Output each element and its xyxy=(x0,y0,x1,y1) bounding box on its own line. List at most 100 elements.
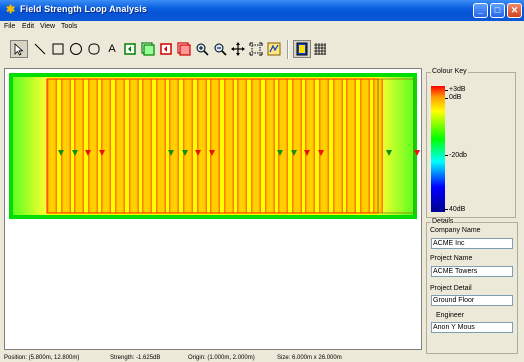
analyse-icon xyxy=(267,42,281,56)
field-stripe xyxy=(47,79,57,213)
details-title: Details xyxy=(431,218,455,225)
status-strength: Strength: -1.625dB xyxy=(110,355,161,361)
field-stripe xyxy=(360,79,370,213)
loop-marker-green xyxy=(168,150,174,156)
loop-tool-2-button[interactable] xyxy=(139,40,157,58)
app-icon: ✱ xyxy=(6,4,16,16)
menu-bar: File Edit View Tools xyxy=(0,22,524,34)
field-strength-map[interactable] xyxy=(5,69,421,349)
status-size: Size: 6.000m x 26.000m xyxy=(277,355,342,361)
colour-key-title: Colour Key xyxy=(431,68,468,75)
loop-marker-green xyxy=(277,150,283,156)
minimize-button[interactable]: _ xyxy=(473,3,488,18)
field-stripe xyxy=(169,79,179,213)
loop-marker-red xyxy=(414,150,420,156)
menu-edit[interactable]: Edit xyxy=(22,23,35,30)
engineer-field[interactable]: Anon Y Mous xyxy=(431,322,513,333)
toolbar: A xyxy=(0,36,524,62)
select-tool-button[interactable] xyxy=(10,40,28,58)
loop-red-icon xyxy=(160,43,172,55)
loop-red-double-icon xyxy=(177,42,191,56)
field-left-edge xyxy=(13,77,47,215)
rectangle-icon xyxy=(52,43,64,55)
text-tool-button[interactable]: A xyxy=(103,40,121,58)
line-tool-button[interactable] xyxy=(31,40,49,58)
title-bar[interactable]: ✱ Field Strength Loop Analysis _ □ ✕ xyxy=(0,0,524,21)
rounded-rect-icon xyxy=(88,43,100,55)
field-stripe xyxy=(292,79,302,213)
status-bar: Position: (5.800m, 12.800m) Strength: -1… xyxy=(0,354,524,362)
project-name-field[interactable]: ACME Towers xyxy=(431,266,513,277)
status-origin: Origin: (1.000m, 2.000m) xyxy=(188,355,255,361)
loop-marker-red xyxy=(209,150,215,156)
close-button[interactable]: ✕ xyxy=(507,3,522,18)
field-stripe xyxy=(333,79,343,213)
field-stripe xyxy=(237,79,247,213)
menu-tools[interactable]: Tools xyxy=(61,23,78,30)
engineer-label: Engineer xyxy=(436,312,465,319)
zoom-in-icon xyxy=(196,43,209,56)
field-stripe xyxy=(224,79,234,213)
project-detail-label: Project Detail xyxy=(430,285,472,292)
field-stripe xyxy=(197,79,207,213)
company-name-field[interactable]: ACME Inc xyxy=(431,238,513,249)
key-tick xyxy=(445,209,448,210)
loop-marker-red xyxy=(99,150,105,156)
loop-marker-red xyxy=(85,150,91,156)
zoom-out-tool-button[interactable] xyxy=(211,40,229,58)
circle-tool-button[interactable] xyxy=(67,40,85,58)
menu-view[interactable]: View xyxy=(40,23,56,30)
loop-tool-4-button[interactable] xyxy=(175,40,193,58)
project-detail-field[interactable]: Ground Floor xyxy=(431,295,513,306)
fit-extents-icon xyxy=(249,42,263,56)
rounded-rect-tool-button[interactable] xyxy=(85,40,103,58)
field-stripe xyxy=(265,79,275,213)
grid-icon xyxy=(314,43,326,55)
loop-tool-3-button[interactable] xyxy=(157,40,175,58)
field-stripe xyxy=(346,79,356,213)
key-label-0db: 0dB xyxy=(449,94,462,101)
key-label-40db: 40dB xyxy=(449,206,466,213)
menu-file[interactable]: File xyxy=(4,23,16,30)
loop-marker-red xyxy=(304,150,310,156)
analyse-tool-button[interactable] xyxy=(265,40,283,58)
line-icon xyxy=(34,43,46,55)
view-toggle-button[interactable] xyxy=(293,40,311,58)
field-stripe xyxy=(278,79,288,213)
circle-icon xyxy=(70,43,82,55)
colour-gradient-bar xyxy=(431,86,445,212)
loop-marker-green xyxy=(182,150,188,156)
pan-tool-button[interactable] xyxy=(229,40,247,58)
grid-toggle-button[interactable] xyxy=(311,40,329,58)
window-title: Field Strength Loop Analysis xyxy=(20,4,147,14)
zoom-out-icon xyxy=(214,43,227,56)
toolbar-separator xyxy=(287,40,289,59)
key-tick xyxy=(445,90,448,91)
status-position: Position: (5.800m, 12.800m) xyxy=(4,355,80,361)
fit-tool-button[interactable] xyxy=(247,40,265,58)
key-tick xyxy=(445,98,448,99)
loop-marker-green xyxy=(291,150,297,156)
zoom-in-tool-button[interactable] xyxy=(193,40,211,58)
key-label-plus3db: +3dB xyxy=(449,86,466,93)
key-tick xyxy=(445,155,448,156)
loop-marker-red xyxy=(195,150,201,156)
colour-view-icon xyxy=(296,42,308,56)
drawing-canvas[interactable] xyxy=(4,68,422,350)
maximize-button[interactable]: □ xyxy=(490,3,505,18)
move-icon xyxy=(231,42,245,56)
text-icon: A xyxy=(108,43,116,55)
field-stripe xyxy=(251,79,261,213)
loop-tool-1-button[interactable] xyxy=(121,40,139,58)
arrow-pointer-icon xyxy=(14,42,24,56)
loop-marker-green xyxy=(72,150,78,156)
field-stripe xyxy=(115,79,125,213)
rectangle-tool-button[interactable] xyxy=(49,40,67,58)
loop-outline-right xyxy=(377,78,415,214)
field-stripe xyxy=(88,79,98,213)
loop-green-icon xyxy=(124,43,136,55)
details-panel: Details Company Name ACME Inc Project Na… xyxy=(426,218,518,354)
field-stripe xyxy=(101,79,111,213)
field-stripe xyxy=(142,79,152,213)
